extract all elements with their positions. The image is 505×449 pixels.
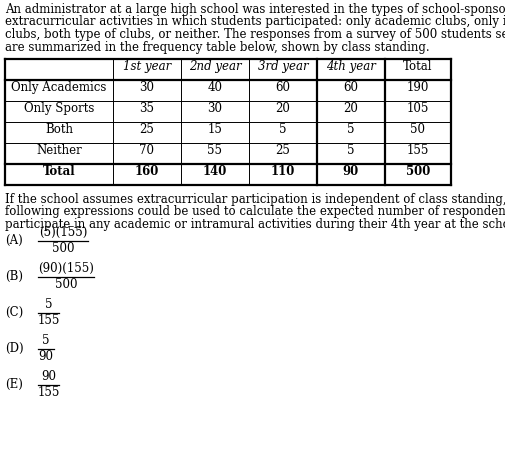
Text: 30: 30: [207, 102, 222, 115]
Text: 90: 90: [342, 165, 359, 178]
Text: extracurricular activities in which students participated: only academic clubs, : extracurricular activities in which stud…: [5, 16, 505, 28]
Text: 110: 110: [270, 165, 294, 178]
Text: (D): (D): [5, 342, 24, 355]
Text: 40: 40: [207, 81, 222, 94]
Text: Both: Both: [45, 123, 73, 136]
Text: 60: 60: [275, 81, 290, 94]
Text: 25: 25: [139, 123, 154, 136]
Text: An administrator at a large high school was interested in the types of school-sp: An administrator at a large high school …: [5, 3, 505, 16]
Text: 4th year: 4th year: [325, 60, 375, 73]
Text: 5: 5: [346, 144, 354, 157]
Text: 35: 35: [139, 102, 154, 115]
Text: 60: 60: [343, 81, 358, 94]
Text: Total: Total: [42, 165, 75, 178]
Text: 30: 30: [139, 81, 154, 94]
Text: 1st year: 1st year: [123, 60, 171, 73]
Text: following expressions could be used to calculate the expected number of responde: following expressions could be used to c…: [5, 206, 505, 219]
Text: 160: 160: [134, 165, 159, 178]
Text: 5: 5: [346, 123, 354, 136]
Text: 105: 105: [406, 102, 428, 115]
Text: 20: 20: [275, 102, 290, 115]
Text: (C): (C): [5, 306, 23, 319]
Text: 155: 155: [406, 144, 428, 157]
Text: Only Academics: Only Academics: [11, 81, 107, 94]
Text: (A): (A): [5, 234, 23, 247]
Text: Neither: Neither: [36, 144, 82, 157]
Text: 5: 5: [279, 123, 286, 136]
Text: Only Sports: Only Sports: [24, 102, 94, 115]
Text: 20: 20: [343, 102, 358, 115]
Text: 55: 55: [207, 144, 222, 157]
Text: 500: 500: [405, 165, 429, 178]
Text: (E): (E): [5, 378, 23, 391]
Text: 140: 140: [203, 165, 227, 178]
Text: 155: 155: [37, 387, 60, 400]
Text: 5: 5: [42, 334, 49, 347]
Text: 5: 5: [45, 298, 53, 311]
Text: 15: 15: [207, 123, 222, 136]
Text: (B): (B): [5, 270, 23, 283]
Text: 50: 50: [410, 123, 425, 136]
Text: are summarized in the frequency table below, shown by class standing.: are summarized in the frequency table be…: [5, 40, 429, 53]
Text: 90: 90: [41, 370, 56, 383]
Text: 155: 155: [37, 314, 60, 327]
Text: 500: 500: [52, 242, 74, 255]
Text: 2nd year: 2nd year: [188, 60, 241, 73]
Text: 25: 25: [275, 144, 290, 157]
Text: 3rd year: 3rd year: [257, 60, 308, 73]
Text: Total: Total: [402, 60, 432, 73]
Text: 90: 90: [38, 351, 53, 364]
Text: 190: 190: [406, 81, 428, 94]
Text: clubs, both type of clubs, or neither. The responses from a survey of 500 studen: clubs, both type of clubs, or neither. T…: [5, 28, 505, 41]
Text: If the school assumes extracurricular participation is independent of class stan: If the school assumes extracurricular pa…: [5, 193, 505, 206]
Text: 70: 70: [139, 144, 154, 157]
Text: 500: 500: [55, 278, 77, 291]
Text: (90)(155): (90)(155): [38, 261, 94, 274]
Text: (5)(155): (5)(155): [39, 225, 87, 238]
Text: participate in any academic or intramural activities during their 4th year at th: participate in any academic or intramura…: [5, 218, 505, 231]
